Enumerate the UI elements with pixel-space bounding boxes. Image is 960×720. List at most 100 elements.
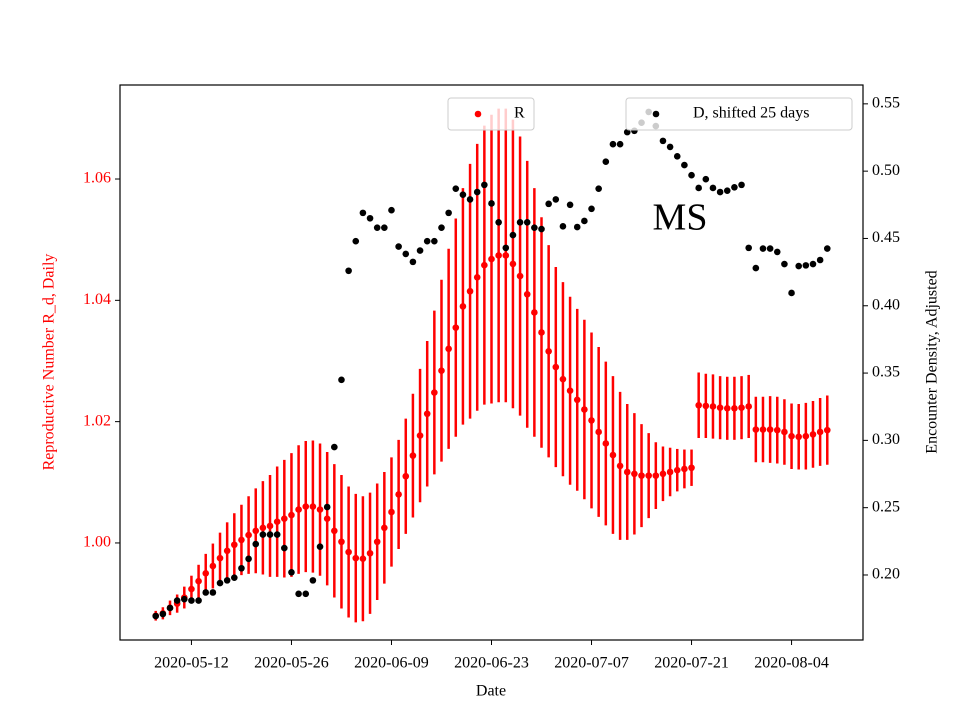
point [531,309,538,316]
point [231,541,238,549]
point [581,217,588,225]
point [788,432,795,440]
y2-tick-label: 0.25 [872,498,900,515]
point [481,181,488,189]
point [716,404,724,411]
point [202,569,210,577]
point [273,531,281,538]
point [766,426,774,433]
point [673,153,681,160]
point [252,540,260,548]
point [245,531,252,539]
point [266,531,274,538]
point [502,252,510,259]
point [809,260,817,268]
y2-axis-label: Encounter Density, Adjusted [924,270,941,453]
point [545,347,552,355]
point [416,247,424,254]
point [209,589,217,596]
point [288,568,295,576]
point [502,244,510,252]
point [716,188,724,196]
point [802,432,810,440]
point [188,597,195,604]
y-tick-label: 1.06 [83,170,111,187]
point [738,404,745,411]
point [252,527,260,535]
point [723,404,731,412]
point [588,417,595,424]
legend-marker [652,110,660,118]
point [423,237,431,245]
point [631,470,638,478]
point [809,431,817,438]
x-tick-label: 2020-07-21 [654,655,729,672]
point [588,205,595,213]
point [481,261,488,269]
point [216,579,224,587]
y-axis-label: Reproductive Number R_d, Daily [41,254,58,471]
point [345,267,352,275]
point [473,188,481,196]
point [823,426,831,434]
point [445,209,452,217]
point [616,462,624,470]
point [545,200,552,208]
y2-tick-label: 0.35 [872,364,900,381]
point [559,223,567,230]
point [381,224,388,231]
point [195,597,202,604]
point [166,604,174,612]
plot-frame [119,84,864,641]
point [602,440,610,447]
y2-tick-label: 0.45 [872,229,900,246]
point [373,224,381,231]
point [559,375,567,383]
x-tick-label: 2020-05-26 [254,655,329,672]
point [773,248,781,256]
point [702,175,710,183]
point [402,250,410,258]
point [566,387,574,395]
legend-marker [474,110,482,118]
point [816,256,824,264]
point [723,187,731,194]
point [152,612,160,620]
point [445,345,452,353]
point [309,577,317,584]
point [238,536,245,544]
point [266,522,274,530]
point [709,403,717,410]
legend-box [447,97,535,131]
point [216,554,224,562]
point [316,543,324,551]
point [180,595,188,603]
y-tick-label: 1.04 [83,291,111,308]
point [523,290,531,298]
point [388,206,395,214]
point [388,508,395,516]
point [409,258,417,266]
point [573,223,581,231]
point [295,506,302,513]
point [509,231,517,239]
point [259,531,267,538]
point [438,224,445,231]
point [488,200,495,207]
point [523,219,531,226]
point [466,287,474,295]
point [423,410,431,418]
point [323,503,331,511]
point [373,538,381,546]
point [795,262,803,270]
point [259,524,267,532]
point [173,597,181,604]
point [773,426,781,434]
point [452,185,460,192]
point [395,491,402,498]
point [659,137,667,145]
point [823,245,831,252]
y2-tick-label: 0.20 [872,566,900,583]
point [395,243,402,250]
point [323,515,331,522]
